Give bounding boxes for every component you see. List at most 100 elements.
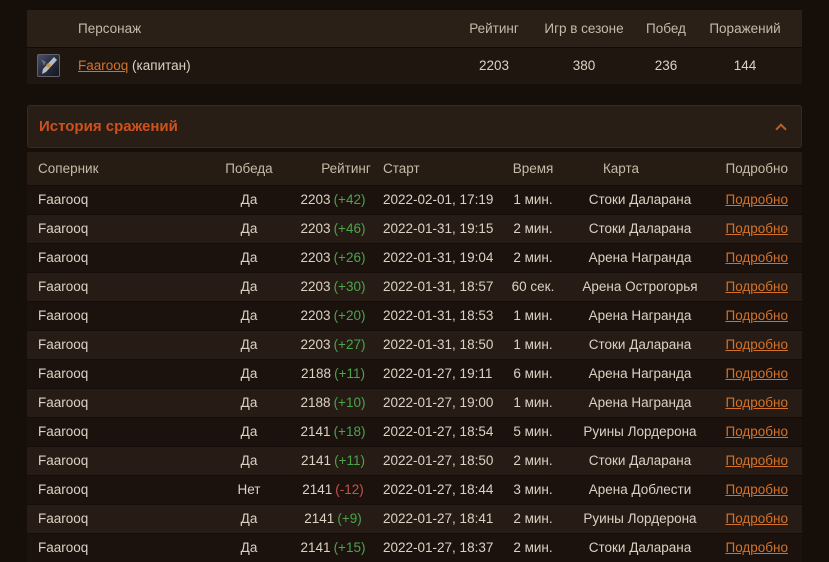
map-cell: Арена Доблести (567, 475, 713, 504)
rating-cell: 2188 (+10) (285, 388, 381, 417)
roster-header-losses: Поражений (705, 10, 802, 47)
rating-cell: 2141 (+9) (285, 504, 381, 533)
character-cell: Faarooq (капитан) (27, 54, 447, 78)
start-cell: 2022-01-31, 19:15 (381, 214, 499, 243)
battle-history-title: История сражений (39, 118, 178, 135)
battle-history-table: Соперник Победа Рейтинг Старт Время Карт… (27, 152, 802, 562)
roster-losses-value: 144 (705, 46, 802, 84)
rating-change: (+10) (333, 395, 366, 410)
rating-value: 2203 (300, 337, 331, 352)
rating-value: 2203 (300, 192, 331, 207)
roster-header-rating: Рейтинг (447, 10, 541, 47)
opponent-cell: Faarooq (27, 214, 213, 243)
rating-change: (+15) (333, 540, 366, 556)
history-header-details: Подробно (713, 152, 802, 185)
chevron-up-icon[interactable] (775, 122, 787, 135)
team-roster-table: Персонаж Рейтинг Игр в сезоне Побед Пора… (27, 10, 802, 84)
opponent-cell: Faarooq (27, 446, 213, 475)
details-link[interactable]: Подробно (725, 279, 788, 294)
start-cell: 2022-01-31, 18:57 (381, 272, 499, 301)
history-header-row: Соперник Победа Рейтинг Старт Время Карт… (27, 152, 802, 185)
duration-cell: 2 мин. (499, 533, 567, 562)
roster-season-games-value: 380 (541, 46, 627, 84)
history-header-win: Победа (213, 152, 285, 185)
details-link[interactable]: Подробно (725, 540, 788, 556)
battle-history-panel-header[interactable]: История сражений (27, 105, 802, 148)
map-cell: Арена Награнда (567, 388, 713, 417)
win-cell: Да (213, 533, 285, 562)
battle-row: Faarooq Да 2203 (+20) 2022-01-31, 18:53 1… (27, 301, 802, 330)
details-link[interactable]: Подробно (725, 453, 788, 468)
details-link[interactable]: Подробно (725, 337, 788, 352)
battle-row: Faarooq Да 2141 (+9) 2022-01-27, 18:41 2 … (27, 504, 802, 533)
rating-change: (+42) (333, 192, 366, 207)
duration-cell: 5 мин. (499, 417, 567, 446)
rating-cell: 2203 (+42) (285, 185, 381, 214)
battle-row: Faarooq Да 2141 (+18) 2022-01-27, 18:54 5… (27, 417, 802, 446)
win-cell: Да (213, 359, 285, 388)
duration-cell: 3 мин. (499, 475, 567, 504)
win-cell: Да (213, 185, 285, 214)
start-cell: 2022-01-31, 19:04 (381, 243, 499, 272)
rating-value: 2188 (301, 366, 332, 381)
start-cell: 2022-02-01, 17:19 (381, 185, 499, 214)
details-link[interactable]: Подробно (725, 250, 788, 265)
character-name-link[interactable]: Faarooq (78, 58, 129, 74)
details-link[interactable]: Подробно (725, 308, 788, 323)
details-link[interactable]: Подробно (725, 366, 788, 381)
rating-cell: 2203 (+30) (285, 272, 381, 301)
duration-cell: 2 мин. (499, 214, 567, 243)
start-cell: 2022-01-27, 18:50 (381, 446, 499, 475)
details-link[interactable]: Подробно (725, 221, 788, 236)
start-cell: 2022-01-27, 18:54 (381, 417, 499, 446)
win-cell: Да (213, 417, 285, 446)
battle-row: Faarooq Да 2203 (+30) 2022-01-31, 18:57 6… (27, 272, 802, 301)
opponent-cell: Faarooq (27, 185, 213, 214)
start-cell: 2022-01-27, 18:41 (381, 504, 499, 533)
roster-header-season-games: Игр в сезоне (541, 10, 627, 47)
opponent-cell: Faarooq (27, 388, 213, 417)
battle-row: Faarooq Да 2203 (+26) 2022-01-31, 19:04 2… (27, 243, 802, 272)
start-cell: 2022-01-27, 18:44 (381, 475, 499, 504)
rating-value: 2203 (300, 250, 331, 265)
rating-change: (+9) (337, 511, 362, 526)
rating-cell: 2188 (+11) (285, 359, 381, 388)
map-cell: Стоки Даларана (567, 214, 713, 243)
duration-cell: 60 сек. (499, 272, 567, 301)
rating-cell: 2203 (+27) (285, 330, 381, 359)
rating-change: (+26) (333, 250, 366, 265)
map-cell: Арена Острогорья (567, 272, 713, 301)
captain-suffix: (капитан) (128, 58, 191, 74)
details-link[interactable]: Подробно (725, 511, 788, 526)
battle-row: Faarooq Нет 2141 (-12) 2022-01-27, 18:44 … (27, 475, 802, 504)
rating-cell: 2141 (+15) (285, 533, 381, 562)
rating-value: 2203 (300, 308, 331, 323)
start-cell: 2022-01-31, 18:53 (381, 301, 499, 330)
roster-row: Faarooq (капитан) 2203 380 236 144 (27, 46, 802, 84)
history-header-opponent: Соперник (27, 152, 213, 185)
battle-row: Faarooq Да 2203 (+42) 2022-02-01, 17:19 1… (27, 185, 802, 214)
roster-rating-value: 2203 (447, 46, 541, 84)
rating-change: (+11) (334, 453, 365, 468)
details-link[interactable]: Подробно (725, 482, 788, 497)
duration-cell: 1 мин. (499, 388, 567, 417)
character-name-line: Faarooq (капитан) (78, 58, 191, 73)
roster-header-character: Персонаж (27, 10, 447, 47)
details-link[interactable]: Подробно (725, 424, 788, 439)
map-cell: Арена Награнда (567, 243, 713, 272)
map-cell: Руины Лордерона (567, 417, 713, 446)
duration-cell: 1 мин. (499, 301, 567, 330)
rating-change: (+46) (333, 221, 366, 236)
opponent-cell: Faarooq (27, 359, 213, 388)
rating-value: 2141 (300, 540, 331, 556)
history-rows: Faarooq Да 2203 (+42) 2022-02-01, 17:19 1… (27, 185, 802, 562)
rating-cell: 2141 (+18) (285, 417, 381, 446)
details-link[interactable]: Подробно (725, 395, 788, 410)
history-header-rating: Рейтинг (285, 152, 381, 185)
win-cell: Да (213, 446, 285, 475)
details-link[interactable]: Подробно (725, 192, 788, 207)
opponent-cell: Faarooq (27, 330, 213, 359)
rating-value: 2203 (300, 279, 331, 294)
history-header-duration: Время (499, 152, 567, 185)
